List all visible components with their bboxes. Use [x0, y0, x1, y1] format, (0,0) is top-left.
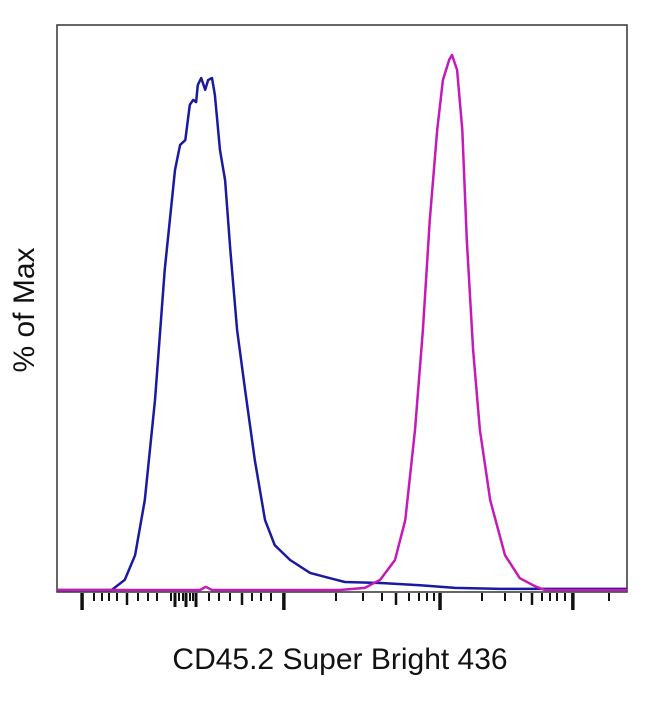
plot-frame — [56, 24, 628, 593]
x-axis-label: CD45.2 Super Bright 436 — [172, 643, 508, 676]
histogram-series-stained — [57, 53, 627, 592]
y-axis-label: % of Max — [8, 247, 41, 373]
histogram-series-control — [57, 76, 627, 592]
